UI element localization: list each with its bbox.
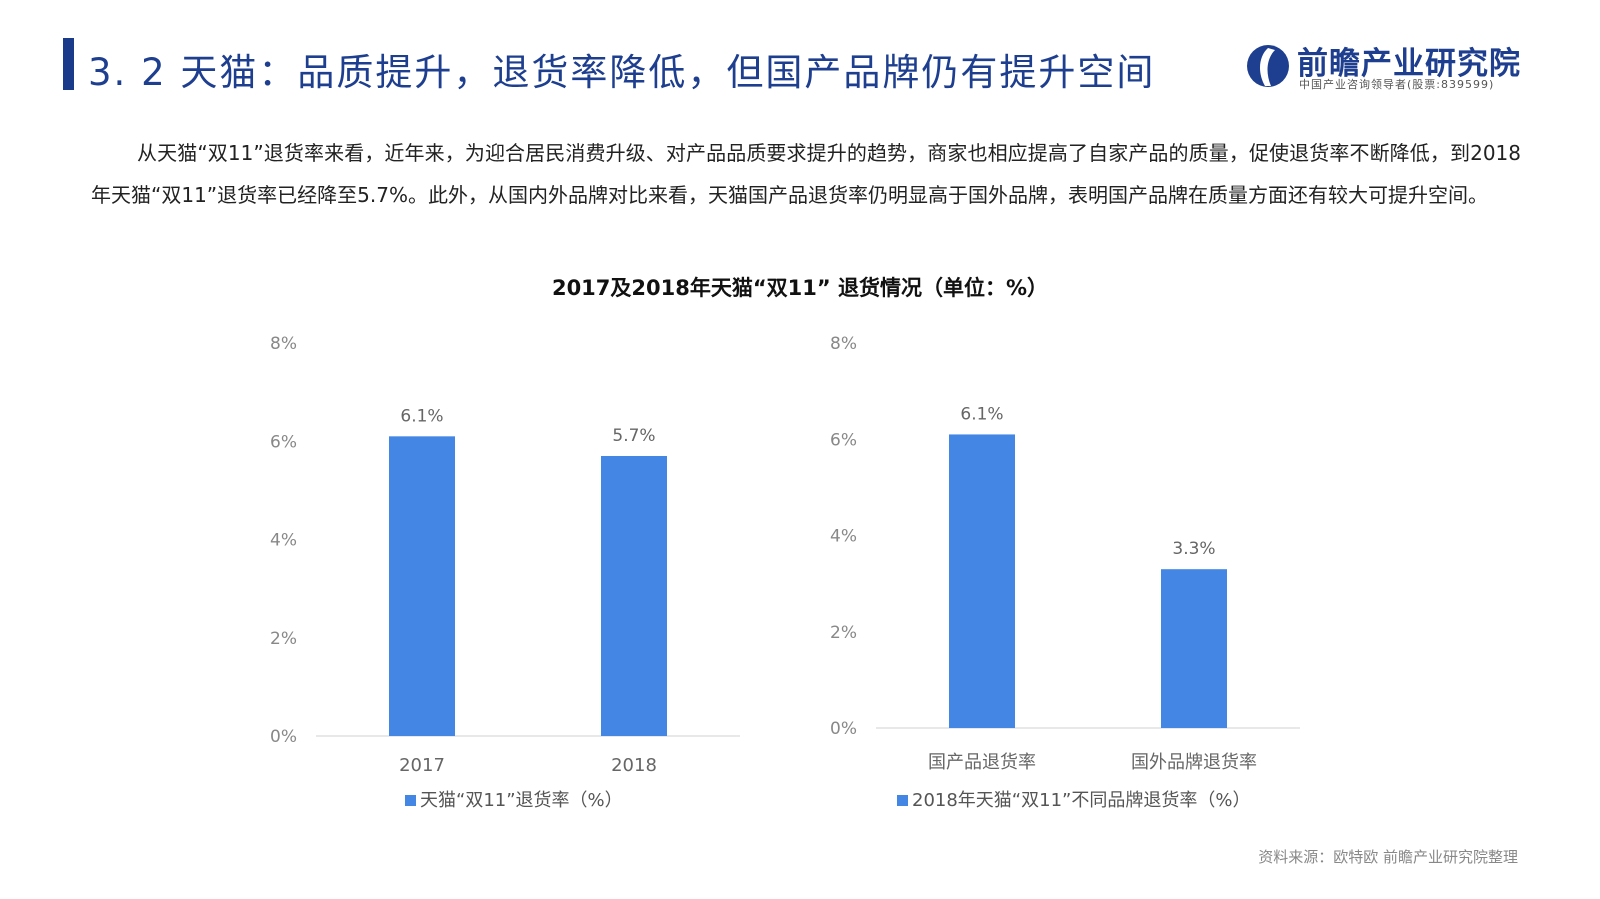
source-note: 资料来源：欧特欧 前瞻产业研究院整理 xyxy=(1258,848,1518,866)
y-tick-label: 6% xyxy=(270,432,297,452)
bar xyxy=(601,455,667,736)
legend-label: 2018年天猫“双11”不同品牌退货率（%） xyxy=(912,790,1250,811)
legend-label: 天猫“双11”退货率（%） xyxy=(420,790,623,811)
y-tick-label: 4% xyxy=(270,531,297,551)
data-label: 6.1% xyxy=(960,404,1003,424)
bar xyxy=(389,436,455,736)
data-label: 6.1% xyxy=(400,406,443,426)
brand-logo: 前瞻产业研究院 中国产业咨询领导者(股票:839599) xyxy=(1245,38,1545,94)
x-tick-label: 国产品退货率 xyxy=(928,752,1036,773)
y-tick-label: 8% xyxy=(270,334,297,354)
x-tick-label: 2017 xyxy=(399,755,445,776)
x-tick-label: 2018 xyxy=(611,755,657,776)
y-tick-label: 0% xyxy=(270,727,297,747)
y-tick-label: 8% xyxy=(830,334,857,354)
x-tick-label: 国外品牌退货率 xyxy=(1131,752,1257,773)
title-accent-bar xyxy=(63,38,74,90)
y-tick-label: 6% xyxy=(830,430,857,450)
data-label: 5.7% xyxy=(612,426,655,446)
y-tick-label: 0% xyxy=(830,719,857,739)
logo-subtitle: 中国产业咨询领导者(股票:839599) xyxy=(1299,78,1495,91)
body-paragraph: 从天猫“双11”退货率来看，近年来，为迎合居民消费升级、对产品品质要求提升的趋势… xyxy=(91,141,1521,207)
y-tick-label: 2% xyxy=(830,623,857,643)
y-tick-label: 2% xyxy=(270,629,297,649)
logo-mark-icon xyxy=(1247,45,1289,87)
chart-title: 2017及2018年天猫“双11” 退货情况（单位：%） xyxy=(551,276,1049,300)
bar xyxy=(949,434,1015,728)
bar xyxy=(1161,569,1227,728)
data-label: 3.3% xyxy=(1172,539,1215,559)
page-title: 3. 2 天猫：品质提升，退货率降低，但国产品牌仍有提升空间 xyxy=(88,51,1156,94)
logo-name: 前瞻产业研究院 xyxy=(1297,46,1521,82)
legend-swatch xyxy=(405,795,416,806)
legend-swatch xyxy=(897,795,908,806)
y-tick-label: 4% xyxy=(830,527,857,547)
